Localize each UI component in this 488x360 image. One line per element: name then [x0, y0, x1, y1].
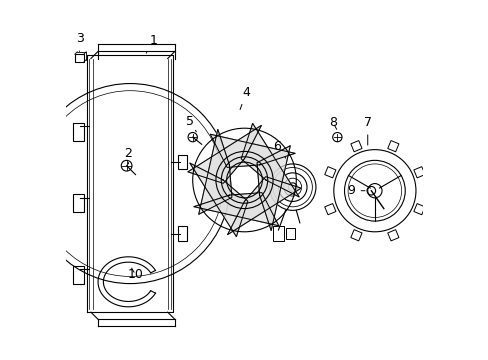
Polygon shape [257, 146, 290, 230]
Bar [73, 266, 83, 284]
Polygon shape [198, 130, 231, 214]
Polygon shape [210, 134, 294, 167]
Polygon shape [227, 177, 301, 235]
Bar [350, 230, 361, 241]
Bar [413, 167, 424, 178]
Bar [324, 167, 335, 178]
Text: 9: 9 [347, 184, 364, 197]
Bar [75, 54, 83, 62]
Polygon shape [187, 125, 261, 183]
Bar [178, 226, 187, 241]
Bar [324, 203, 335, 215]
Text: 4: 4 [240, 86, 250, 109]
Bar [272, 226, 283, 241]
Text: 10: 10 [127, 268, 143, 281]
Bar [387, 140, 398, 152]
Bar [285, 228, 294, 239]
Text: 2: 2 [124, 147, 132, 164]
Text: 1: 1 [146, 34, 157, 53]
Bar [413, 203, 424, 215]
Bar [387, 230, 398, 241]
Polygon shape [189, 163, 247, 237]
Bar [73, 123, 83, 141]
Bar [73, 194, 83, 212]
Text: 6: 6 [272, 140, 285, 158]
Text: 3: 3 [76, 32, 84, 51]
Text: 5: 5 [186, 114, 196, 132]
Text: 7: 7 [363, 116, 371, 145]
Polygon shape [241, 123, 299, 197]
Bar [178, 155, 187, 169]
Text: 8: 8 [328, 116, 336, 129]
Polygon shape [194, 193, 278, 226]
Bar [350, 140, 361, 152]
